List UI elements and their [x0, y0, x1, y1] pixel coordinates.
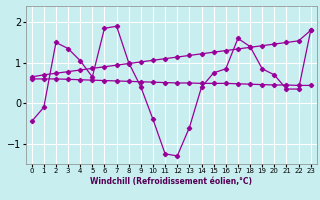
X-axis label: Windchill (Refroidissement éolien,°C): Windchill (Refroidissement éolien,°C)	[90, 177, 252, 186]
